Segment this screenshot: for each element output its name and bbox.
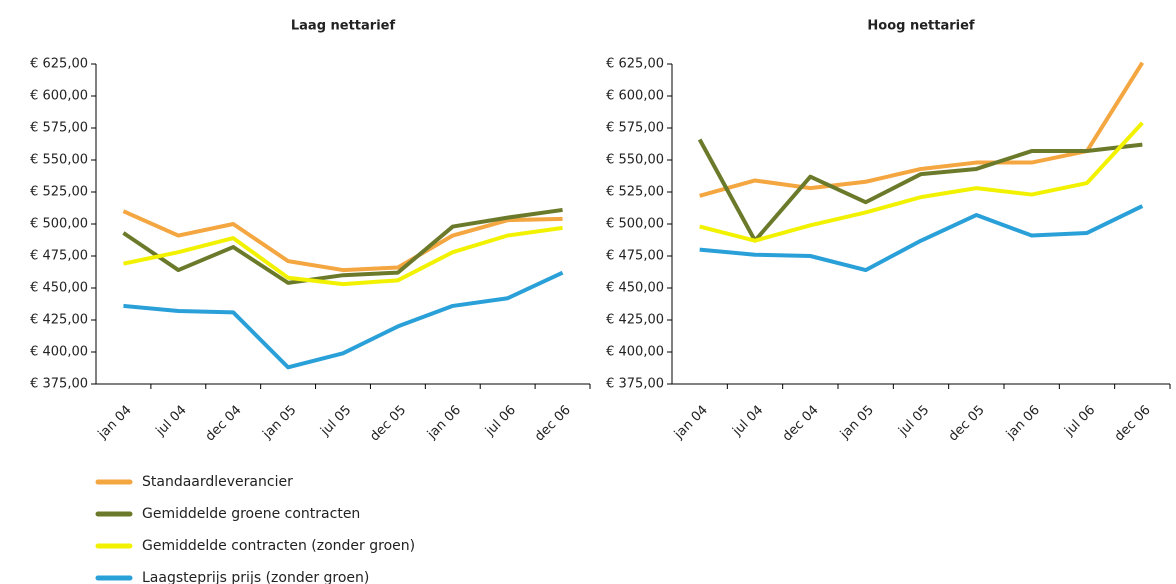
y-tick-label: € 375,00	[606, 377, 664, 392]
y-tick-label: € 600,00	[606, 89, 664, 104]
y-tick-label: € 600,00	[30, 89, 88, 104]
y-tick-label: € 525,00	[30, 185, 88, 200]
series-line	[699, 61, 1145, 198]
series-line	[699, 121, 1144, 243]
y-tick-label: € 425,00	[606, 313, 664, 328]
x-tick-label: jul 05	[895, 403, 932, 440]
x-tick-label: jul 04	[153, 403, 190, 440]
y-tick-label: € 375,00	[30, 377, 88, 392]
y-tick-label: € 400,00	[30, 345, 88, 360]
y-tick-label: € 525,00	[606, 185, 664, 200]
x-tick-label: jul 04	[729, 403, 766, 440]
x-tick-label: jan 06	[424, 403, 464, 443]
y-tick-label: € 550,00	[606, 153, 664, 168]
x-tick-label: jul 06	[482, 403, 519, 440]
series-line	[699, 204, 1144, 273]
y-tick-label: € 475,00	[30, 249, 88, 264]
legend-label: Standaardleverancier	[142, 474, 293, 490]
x-tick-label: jul 06	[1061, 403, 1098, 440]
series-line	[123, 270, 564, 370]
y-tick-label: € 550,00	[30, 153, 88, 168]
x-tick-label: dec 04	[203, 403, 245, 445]
series-line	[122, 207, 563, 285]
x-tick-label: dec 06	[1112, 403, 1154, 445]
chart-title: Laag nettarief	[291, 19, 396, 34]
series-line	[122, 209, 563, 273]
x-tick-label: dec 06	[532, 403, 574, 445]
x-tick-label: jan 06	[1003, 403, 1043, 443]
y-tick-label: € 400,00	[606, 345, 664, 360]
x-tick-label: dec 05	[367, 403, 409, 445]
y-tick-label: € 625,00	[30, 57, 88, 72]
y-tick-label: € 500,00	[30, 217, 88, 232]
y-tick-label: € 425,00	[30, 313, 88, 328]
chart-title: Hoog nettarief	[867, 19, 975, 34]
x-tick-label: jan 04	[671, 403, 711, 443]
x-tick-label: dec 05	[946, 403, 988, 445]
x-tick-label: jan 05	[259, 403, 299, 443]
legend-label: Gemiddelde groene contracten	[142, 506, 360, 522]
x-tick-label: jul 05	[317, 403, 354, 440]
legend-label: Gemiddelde contracten (zonder groen)	[142, 538, 415, 554]
y-tick-label: € 450,00	[606, 281, 664, 296]
series-line	[697, 138, 1143, 243]
legend-label: Laagsteprijs prijs (zonder groen)	[142, 570, 369, 584]
series-line	[123, 225, 563, 287]
x-tick-label: jan 04	[95, 403, 135, 443]
y-tick-label: € 475,00	[606, 249, 664, 264]
y-tick-label: € 500,00	[606, 217, 664, 232]
x-tick-label: jan 05	[837, 403, 877, 443]
y-tick-label: € 575,00	[606, 121, 664, 136]
y-tick-label: € 575,00	[30, 121, 88, 136]
y-tick-label: € 450,00	[30, 281, 88, 296]
x-tick-label: dec 04	[780, 403, 822, 445]
y-tick-label: € 625,00	[606, 57, 664, 72]
